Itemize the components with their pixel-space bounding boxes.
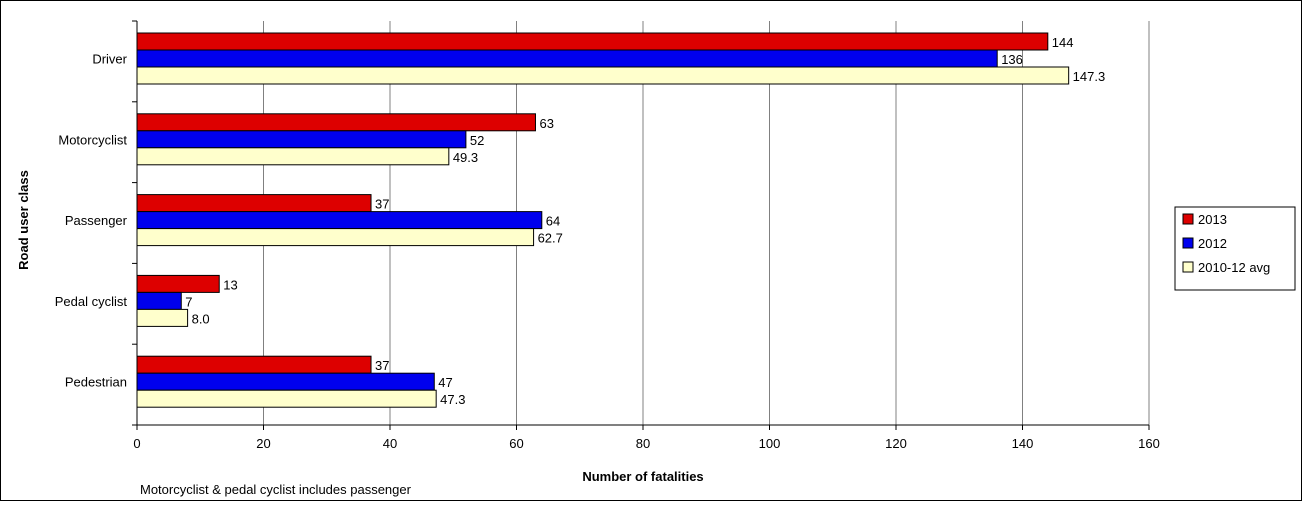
data-label: 49.3 [453,150,478,165]
data-label: 37 [375,358,389,373]
bar [136,228,535,247]
data-label: 144 [1052,35,1074,50]
footnote: Motorcyclist & pedal cyclist includes pa… [140,482,412,497]
bar [136,130,467,149]
data-label: 8.0 [192,311,210,326]
x-tick-label: 60 [509,436,523,451]
bar [136,372,435,391]
bar [136,389,437,408]
x-tick-label: 100 [759,436,781,451]
data-label: 147.3 [1073,69,1106,84]
x-tick-label: 160 [1138,436,1160,451]
data-label: 52 [470,133,484,148]
data-label: 47 [438,375,452,390]
data-label: 13 [223,277,237,292]
bar [136,274,220,293]
data-label: 136 [1001,52,1023,67]
legend: 2013 2012 2010-12 avg [1174,206,1296,291]
category-label: Pedestrian [65,375,127,390]
legend-swatch [1182,237,1194,249]
bar [136,49,998,68]
legend-label: 2013 [1198,212,1227,227]
data-label: 63 [539,116,553,131]
x-axis-title: Number of fatalities [582,469,703,484]
x-tick-label: 40 [383,436,397,451]
category-label: Motorcyclist [58,132,127,147]
x-tick-label: 140 [1012,436,1034,451]
legend-swatch [1182,261,1194,273]
category-label: Driver [92,52,127,67]
bars [136,32,1070,408]
x-tick-label: 120 [885,436,907,451]
bar [136,211,543,230]
y-axis-title: Road user class [16,170,31,270]
axes [132,20,1150,430]
data-label: 7 [185,294,192,309]
bar [136,291,182,310]
bar [136,194,372,213]
labels: 0 20 40 60 80 100 120 140 160 Driver 144 136 147.3 Mo… [55,35,1160,451]
bar [136,355,372,374]
bar [136,308,189,327]
data-label: 62.7 [538,231,563,246]
legend-swatch [1182,213,1194,225]
category-label: Pedal cyclist [55,294,128,309]
x-tick-label: 0 [133,436,140,451]
legend-box [1174,206,1296,291]
bar [136,113,536,132]
bar [136,32,1049,51]
bar [136,66,1070,85]
legend-label: 2012 [1198,236,1227,251]
data-label: 64 [546,214,560,229]
data-label: 47.3 [440,392,465,407]
data-label: 37 [375,197,389,212]
x-tick-label: 80 [636,436,650,451]
legend-label: 2010-12 avg [1198,260,1270,275]
category-label: Passenger [65,213,128,228]
x-tick-label: 20 [256,436,270,451]
bar [136,147,450,166]
